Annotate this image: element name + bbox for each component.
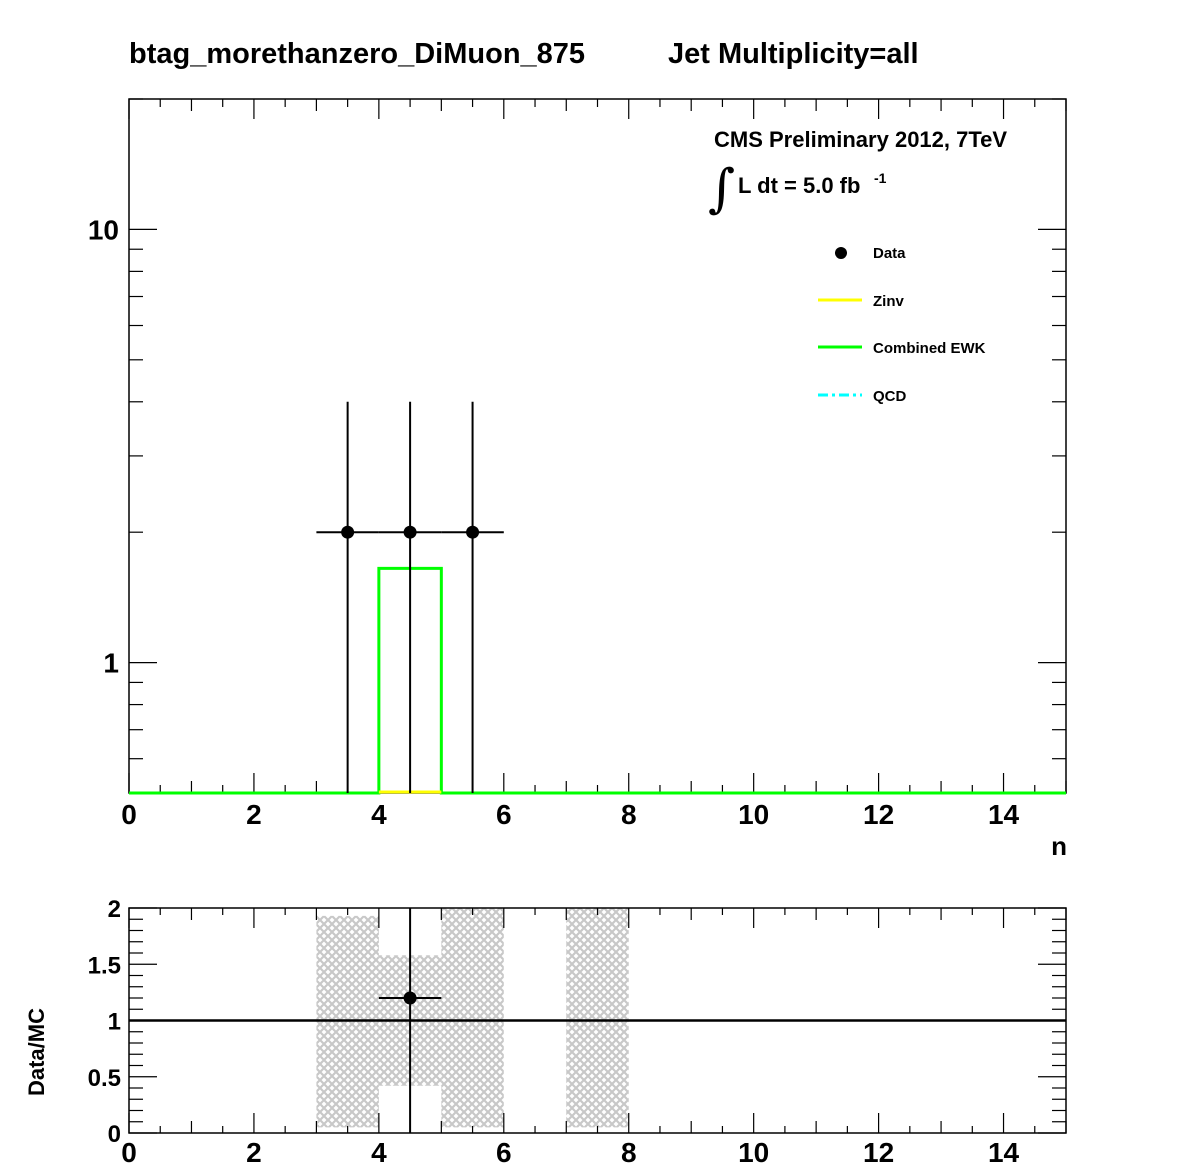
ratio-y-tick-label: 1 — [108, 1009, 121, 1036]
legend-zinv-label: Zinv — [873, 293, 904, 310]
chart-title-right: Jet Multiplicity=all — [668, 38, 919, 70]
ratio-x-tick-label: 14 — [988, 1137, 1020, 1168]
main-x-tick-labels: 0 2 4 6 8 10 12 14 — [121, 799, 1019, 830]
x-tick-label: 14 — [988, 799, 1020, 830]
ratio-y-tick-labels: 0 0.5 1 1.5 2 — [88, 896, 121, 1148]
y-tick-label: 10 — [88, 214, 119, 245]
x-tick-label: 12 — [863, 799, 894, 830]
x-tick-label: 8 — [621, 799, 637, 830]
ratio-band-bin — [441, 908, 504, 1128]
legend-qcd-label: QCD — [873, 388, 907, 405]
main-x-axis-label: n — [1051, 831, 1067, 861]
data-point — [341, 525, 355, 539]
data-point — [403, 525, 417, 539]
ratio-x-tick-label: 8 — [621, 1137, 637, 1168]
ratio-y-tick-label: 1.5 — [88, 952, 121, 979]
ratio-x-tick-label: 2 — [246, 1137, 262, 1168]
ratio-y-tick-label: 2 — [108, 896, 121, 923]
chart-title-left: btag_morethanzero_DiMuon_875 — [129, 38, 585, 70]
y-tick-label: 1 — [103, 648, 119, 679]
data-point — [466, 525, 480, 539]
x-tick-label: 10 — [738, 799, 769, 830]
x-tick-label: 4 — [371, 799, 387, 830]
lumi-exponent: -1 — [874, 170, 887, 186]
legend-data-label: Data — [873, 245, 906, 262]
ratio-uncertainty-band — [316, 908, 629, 1128]
ewk-histogram — [129, 566, 1066, 795]
x-tick-label: 6 — [496, 799, 512, 830]
x-tick-label: 0 — [121, 799, 137, 830]
ratio-x-tick-label: 6 — [496, 1137, 512, 1168]
ratio-band-bin — [566, 908, 629, 1128]
ratio-x-tick-label: 4 — [371, 1137, 387, 1168]
ratio-point — [403, 991, 417, 1005]
ratio-x-tick-label: 10 — [738, 1137, 769, 1168]
ratio-y-tick-label: 0.5 — [88, 1065, 121, 1092]
ratio-x-tick-labels: 0 2 4 6 8 10 12 14 — [121, 1137, 1019, 1168]
main-y-tick-labels: 1 10 — [88, 214, 119, 678]
legend-ewk-label: Combined EWK — [873, 340, 986, 357]
cms-label: CMS Preliminary 2012, 7TeV — [714, 127, 1007, 152]
main-plot-marks — [129, 401, 1066, 795]
ratio-x-tick-label: 0 — [121, 1137, 137, 1168]
x-tick-label: 2 — [246, 799, 262, 830]
main-axis-ticks — [128, 98, 1067, 794]
legend: Data Zinv Combined EWK QCD — [818, 245, 986, 405]
ratio-axis-ticks — [128, 907, 1067, 1134]
integral-sign: ∫ — [708, 159, 735, 219]
ratio-y-axis-label: Data/MC — [24, 1008, 49, 1096]
ratio-plot-marks — [129, 908, 1066, 1133]
ratio-x-tick-label: 12 — [863, 1137, 894, 1168]
legend-data-marker — [835, 247, 847, 259]
lumi-label: L dt = 5.0 fb — [738, 173, 860, 198]
main-plot-frame — [128, 98, 1067, 794]
ratio-y-tick-label: 0 — [108, 1121, 121, 1148]
